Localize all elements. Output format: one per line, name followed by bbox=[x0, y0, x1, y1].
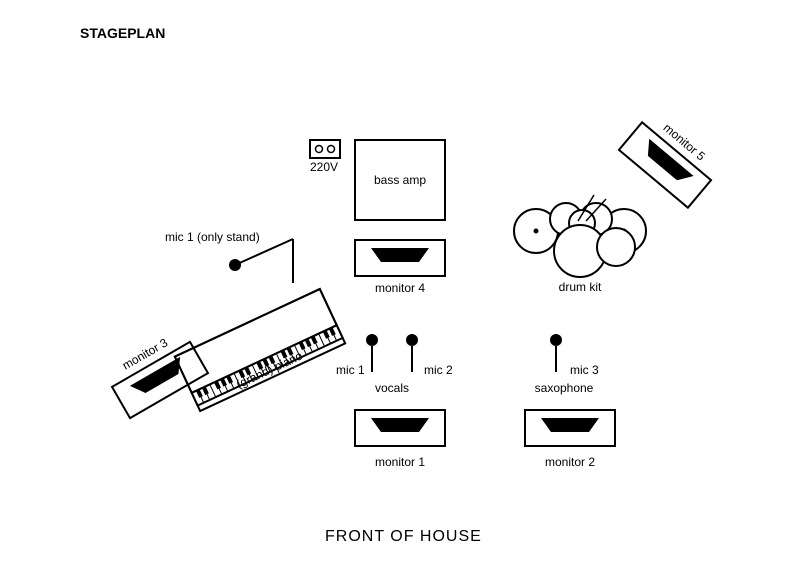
vocals-label: vocals bbox=[375, 381, 409, 395]
mic1-label: mic 1 bbox=[336, 363, 365, 377]
monitor-2 bbox=[525, 410, 615, 446]
mic-stand-label: mic 1 (only stand) bbox=[165, 230, 260, 244]
mic3-label: mic 3 bbox=[570, 363, 599, 377]
drum-kit bbox=[514, 195, 646, 277]
mic2-label: mic 2 bbox=[424, 363, 453, 377]
monitor-2-label: monitor 2 bbox=[545, 455, 595, 469]
monitor-5: monitor 5 bbox=[619, 108, 723, 208]
stageplan-diagram: 220V bass amp monitor 4 monitor 1 monitor 2 m… bbox=[0, 0, 792, 564]
drum-kit-label: drum kit bbox=[559, 280, 602, 294]
power-socket bbox=[310, 140, 340, 158]
bass-amp-label: bass amp bbox=[374, 173, 426, 187]
sax-label: saxophone bbox=[535, 381, 594, 395]
grand-piano: (grand) piano bbox=[175, 289, 345, 411]
monitor-4-label: monitor 4 bbox=[375, 281, 425, 295]
monitor-1 bbox=[355, 410, 445, 446]
monitor-4 bbox=[355, 240, 445, 276]
power-label: 220V bbox=[310, 160, 338, 174]
monitor-1-label: monitor 1 bbox=[375, 455, 425, 469]
monitor-3: monitor 3 bbox=[103, 325, 208, 418]
